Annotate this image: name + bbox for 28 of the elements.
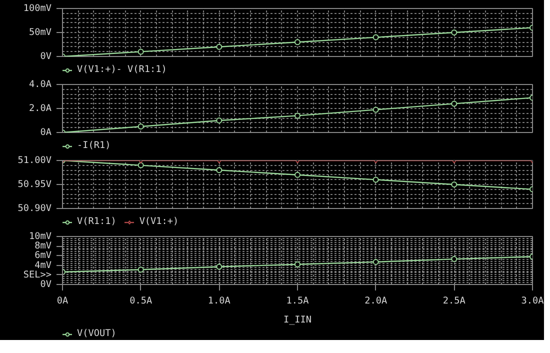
legend-label: V(V1:+) bbox=[139, 216, 179, 227]
x-tick-label: 1.0A bbox=[208, 296, 231, 306]
legend-label: V(R1:1) bbox=[77, 216, 116, 227]
y-tick-label: 51.00V bbox=[18, 155, 52, 166]
x-tick-label: 2.5A bbox=[442, 296, 466, 306]
y-tick-label: 10mV bbox=[29, 231, 52, 242]
x-tick-label: 0.5A bbox=[130, 296, 152, 306]
x-axis-title: I_IIN bbox=[283, 314, 312, 326]
x-tick-label: 3.0A bbox=[521, 296, 544, 306]
x-tick-label: 2.0A bbox=[364, 296, 388, 306]
x-tick-label: 0A bbox=[56, 296, 68, 306]
y-tick-label: 4mV bbox=[34, 260, 52, 271]
legend-label: V(VOUT) bbox=[77, 328, 116, 339]
y-tick-label: 50mV bbox=[29, 27, 52, 38]
y-tick-label: 6mV bbox=[34, 250, 52, 262]
legend-label: -I(R1) bbox=[77, 140, 111, 151]
y-tick-label: 0V bbox=[40, 51, 52, 62]
y-tick-label: 0A bbox=[40, 127, 52, 138]
legend-label: V(V1:+)- V(R1:1) bbox=[77, 64, 167, 75]
y-tick-label: SEL>> bbox=[23, 269, 52, 280]
y-tick-label: 0V bbox=[40, 279, 52, 290]
y-tick-label: 8mV bbox=[34, 240, 52, 252]
y-tick-label: 4.0A bbox=[29, 79, 52, 90]
y-tick-label: 50.95V bbox=[18, 179, 52, 190]
y-tick-label: 100mV bbox=[23, 3, 52, 14]
y-tick-label: 50.90V bbox=[18, 203, 52, 214]
x-tick-label: 1.5A bbox=[286, 296, 310, 306]
y-tick-label: 2.0A bbox=[29, 103, 52, 114]
